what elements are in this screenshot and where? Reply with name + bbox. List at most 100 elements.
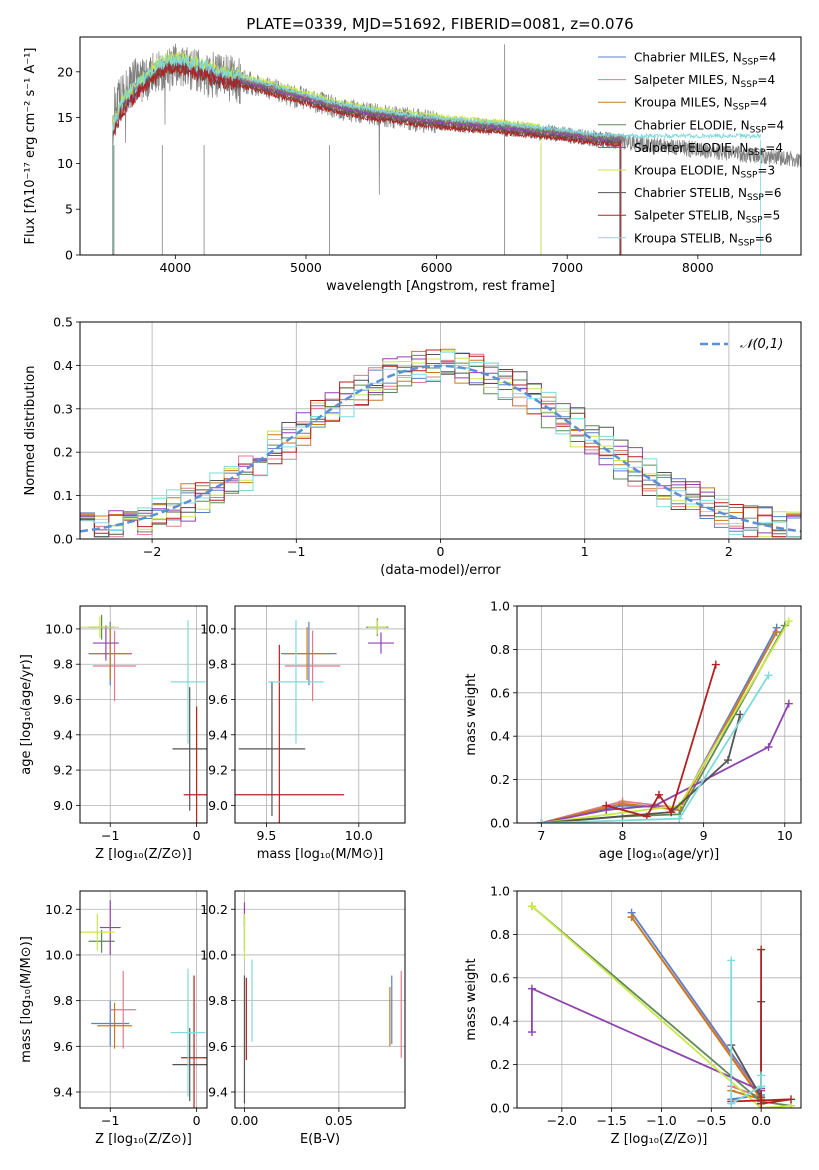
legend-label: 𝒩(0,1) <box>740 337 783 352</box>
y-tick-label: 9.6 <box>208 1039 228 1054</box>
model-spectrum-line <box>112 53 761 140</box>
y-tick-label: 1.0 <box>490 884 510 899</box>
y-axis-label: Flux [fλ10⁻¹⁷ erg cm⁻² s⁻¹ A⁻¹] <box>23 48 38 245</box>
mass-weight-line <box>730 960 762 1106</box>
x-tick-label: 8 <box>619 828 627 843</box>
panel-age-vs-mass: 9.5 10.0 9.0 9.2 9.4 9.6 9.8 10.0 mass [log₁₀(M/… <box>200 605 406 862</box>
y-tick-label: 15 <box>57 110 73 125</box>
x-tick-label: 0 <box>193 1113 201 1128</box>
y-axis-label: mass weight <box>464 673 479 755</box>
legend-label: Kroupa ELODIE, NSSP=3 <box>634 164 775 181</box>
x-axis-label: Z [log₁₀(Z/Z⊙)] <box>95 847 192 862</box>
x-tick-label: 4000 <box>159 260 191 275</box>
y-tick-label: 9.8 <box>208 657 228 672</box>
y-tick-label: 9.2 <box>208 763 228 778</box>
legend-label: Kroupa STELIB, NSSP=6 <box>634 231 772 248</box>
gaussian-reference-curve <box>80 364 801 533</box>
axes-frame <box>79 321 802 540</box>
axes-frame <box>79 890 208 1109</box>
plot-area <box>235 618 394 823</box>
x-tick-label: 9 <box>700 828 708 843</box>
y-tick-label: 0.0 <box>490 1101 510 1116</box>
y-tick-label: 0.6 <box>490 970 510 985</box>
y-axis-label: age [log₁₀(age/yr)] <box>19 654 34 775</box>
plot-area <box>243 902 402 1104</box>
plot-area <box>80 614 207 823</box>
x-tick-label: −1 <box>101 828 119 843</box>
panel-age-vs-z: −1 0 9.0 9.2 9.4 9.6 9.8 10.0 Z [log₁₀(Z/Z⊙)] age… <box>19 605 208 862</box>
x-axis-label: age [log₁₀(age/yr)] <box>599 847 720 862</box>
x-tick-label: −0.5 <box>696 1113 726 1128</box>
y-tick-label: 9.8 <box>53 993 73 1008</box>
y-tick-label: 5 <box>65 202 73 217</box>
y-tick-label: 9.4 <box>208 1085 228 1100</box>
y-tick-label: 0.0 <box>53 532 73 547</box>
panel-massweight-vs-z: −2.0 −1.5 −1.0 −0.5 0.0 0.0 0.2 0.4 0.6 0.8 1.0 Z [… <box>464 884 802 1147</box>
model-spectrum-line <box>112 51 542 134</box>
plot-area <box>112 43 801 255</box>
x-tick-label: 9.5 <box>256 828 276 843</box>
x-tick-label: −1.0 <box>646 1113 676 1128</box>
y-tick-label: 0.4 <box>490 1014 510 1029</box>
y-tick-label: 0.4 <box>53 358 73 373</box>
plot-area <box>537 617 793 823</box>
model-spectrum-line <box>112 59 621 146</box>
y-axis-label: Normed distribution <box>23 366 38 496</box>
x-tick-label: −1 <box>287 544 305 559</box>
panel-residuals: −2 −1 0 1 2 0.0 0.1 0.2 0.3 0.4 0.5 (data-model)/er… <box>23 315 802 578</box>
y-axis-label: mass weight <box>464 958 479 1040</box>
y-tick-label: 9.8 <box>53 657 73 672</box>
x-tick-label: 0.00 <box>231 1113 259 1128</box>
y-tick-label: 10.0 <box>45 947 73 962</box>
x-axis-label: Z [log₁₀(Z/Z⊙)] <box>95 1132 192 1147</box>
legend-label: Chabrier STELIB, NSSP=6 <box>634 186 782 203</box>
y-tick-label: 9.8 <box>208 993 228 1008</box>
x-tick-label: 0.05 <box>325 1113 353 1128</box>
legend-label: Chabrier ELODIE, NSSP=4 <box>634 118 784 135</box>
y-tick-label: 0.2 <box>490 772 510 787</box>
legend-label: Salpeter MILES, NSSP=4 <box>634 73 775 90</box>
y-tick-label: 0.0 <box>490 816 510 831</box>
spectrum-legend: Chabrier MILES, NSSP=4 Salpeter MILES, NS… <box>598 51 784 248</box>
y-tick-label: 0.6 <box>490 685 510 700</box>
y-tick-label: 9.6 <box>53 1039 73 1054</box>
x-axis-label: wavelength [Angstrom, rest frame] <box>326 279 555 294</box>
mass-weight-line <box>531 905 792 1108</box>
y-tick-label: 9.4 <box>208 727 228 742</box>
y-tick-label: 1.0 <box>490 599 510 614</box>
y-tick-label: 10.0 <box>200 621 228 636</box>
axes-frame <box>79 605 208 824</box>
axes-frame <box>234 890 406 1109</box>
panel-mass-vs-ebv: 0.00 0.05 9.4 9.6 9.8 10.0 10.2 E(B-V) <box>200 890 406 1147</box>
plot-area <box>80 348 801 538</box>
y-tick-label: 10.2 <box>200 902 228 917</box>
x-tick-label: 5000 <box>290 260 322 275</box>
y-tick-label: 10.0 <box>45 621 73 636</box>
x-tick-label: 6000 <box>421 260 453 275</box>
y-tick-label: 10.0 <box>200 947 228 962</box>
x-axis-label: E(B-V) <box>300 1132 340 1147</box>
y-tick-label: 0.8 <box>490 642 510 657</box>
panel-massweight-vs-age: 7 8 9 10 0.0 0.2 0.4 0.6 0.8 1.0 age [log₁₀(age/yr… <box>464 599 802 862</box>
y-tick-label: 0.4 <box>490 729 510 744</box>
panel-mass-vs-z: −1 0 9.4 9.6 9.8 10.0 10.2 Z [log₁₀(Z/Z⊙)] mass … <box>19 890 208 1147</box>
y-tick-label: 0.2 <box>53 445 73 460</box>
x-tick-label: 2 <box>725 544 733 559</box>
axes-frame <box>79 36 802 256</box>
x-tick-label: −2 <box>143 544 161 559</box>
x-tick-label: −2.0 <box>547 1113 577 1128</box>
x-tick-label: 7 <box>537 828 545 843</box>
x-tick-label: 0 <box>193 828 201 843</box>
x-tick-label: 7000 <box>551 260 583 275</box>
x-tick-label: −1 <box>101 1113 119 1128</box>
y-tick-label: 9.4 <box>53 727 73 742</box>
plot-area <box>80 900 207 1108</box>
legend-label: Salpeter ELODIE, NSSP=4 <box>634 141 783 158</box>
x-axis-label: (data-model)/error <box>380 563 501 578</box>
x-tick-label: 0 <box>437 544 445 559</box>
panel-spectrum: 4000 5000 6000 7000 8000 0 5 10 15 20 wavelength [… <box>23 36 802 294</box>
x-tick-label: 8000 <box>682 260 714 275</box>
y-tick-label: 9.0 <box>208 798 228 813</box>
